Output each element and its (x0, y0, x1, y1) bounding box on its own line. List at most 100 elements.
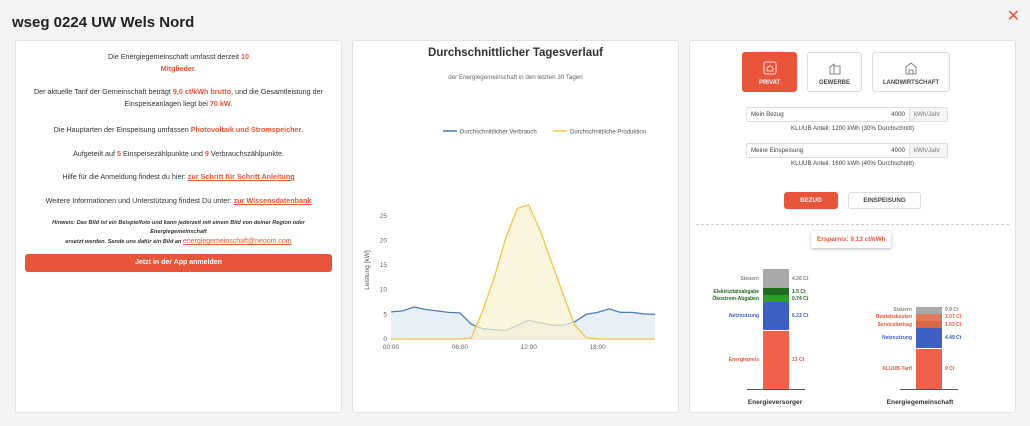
savings-badge: Ersparnis: 9.13 ct/kWh (811, 231, 891, 248)
email-link[interactable]: energiegemeinschaft@neoom.com (182, 238, 292, 245)
tariff-label: Der aktuelle Tarif der Gemeinschaft betr… (33, 87, 171, 96)
price-block (763, 269, 789, 289)
line-chart: Durchschnittlicher Verbrauch Durchschnitt… (364, 130, 656, 351)
divider (696, 224, 1009, 225)
meter-label-2: Einspeisezählpunkte und (122, 149, 203, 158)
price-block-value: 13 Ct (792, 356, 805, 363)
hint-text: Hinweis: Das Bild ist ein Beispielfoto u… (26, 219, 331, 247)
price-block (916, 348, 942, 389)
house-icon (763, 61, 776, 75)
legend-label: Durchschnittliche Produktion (570, 130, 646, 136)
guide-link[interactable]: zur Schritt für Schritt Anleitung (187, 172, 295, 181)
hint-line-1: Hinweis: Das Bild ist ein Beispielfoto u… (52, 220, 305, 235)
tariff-label-2: , und die Gesamtleistung der (231, 87, 324, 96)
knowledge-label: Weitere Informationen und Unterstützung … (45, 196, 232, 205)
price-block-value: 0.9 Ct (945, 307, 959, 314)
members-word: Mitglieder. (160, 64, 197, 73)
feed-types-label: Die Hauptarten der Einspeisung umfassen (53, 125, 189, 134)
bezug-anteil: KLUUB Anteil: 1200 kWh (30% Durchschnitt… (790, 125, 915, 132)
savings-calculator-card: PRIVAT GEWERBE LANDWIRTSCHAFT Mein Bezug… (689, 40, 1016, 413)
app-login-button[interactable]: Jetzt in der App anmelden (25, 254, 332, 272)
meter-label-3: Verbrauchszählpunkte. (210, 149, 284, 158)
price-block-label: KLUUB-Tarif (882, 365, 912, 372)
price-block-label: Steuern (893, 307, 912, 314)
legend-label: Durchschnittlicher Verbrauch (460, 130, 537, 136)
tariff-text: Der aktuelle Tarif der Gemeinschaft betr… (33, 87, 324, 108)
segment-gewerbe[interactable]: GEWERBE (807, 52, 862, 92)
bezug-label: Mein Bezug (751, 111, 784, 118)
price-block-label: Servicebeitrag (877, 321, 912, 328)
price-block (763, 295, 789, 303)
segment-gewerbe-label: GEWERBE (818, 80, 850, 86)
energiegemeinschaft-label: Energiegemeinschaft (886, 399, 954, 406)
price-block-value: 1.5 Ct (792, 288, 806, 295)
x-tick-label: 06:00 (452, 344, 469, 351)
bezug-unit: kWh/Jahr (909, 108, 947, 121)
toggle-einspeisung[interactable]: EINSPEISUNG (848, 192, 921, 209)
price-block-label: Energiepreis (728, 356, 759, 363)
x-tick-label: 12:00 (521, 344, 538, 351)
chart-title: Durchschnittlicher Tagesverlauf (428, 47, 603, 59)
einspeisung-field[interactable]: Meine Einspeisung 4000 kWh/Jahr (746, 143, 948, 158)
bar-baseline (900, 389, 958, 390)
price-block-value: 1.07 Ct (945, 314, 962, 321)
members-text: Die Energiegemeinschaft umfasst derzeit … (26, 51, 331, 75)
x-tick-label: 18:00 (589, 344, 606, 351)
y-tick-label: 20 (380, 237, 388, 244)
help-text: Hilfe für die Anmeldung findest du hier:… (26, 171, 331, 183)
knowledge-base-link[interactable]: zur Wissensdatenbank (233, 196, 312, 205)
price-block (916, 313, 942, 321)
help-label: Hilfe für die Anmeldung findest du hier: (62, 172, 186, 181)
price-block (763, 288, 789, 296)
y-tick-label: 5 (383, 311, 387, 318)
price-block-label: Ökostrom-Abgaben (712, 295, 759, 302)
close-icon[interactable]: ✕ (1006, 8, 1020, 25)
info-text: Weitere Informationen und Unterstützung … (26, 195, 331, 207)
price-block-label: Netznutzung (729, 313, 759, 320)
einspeisung-unit: kWh/Jahr (909, 144, 947, 157)
segment-privat[interactable]: PRIVAT (742, 52, 797, 92)
segment-landwirtschaft[interactable]: LANDWIRTSCHAFT (872, 52, 950, 92)
power-label: Einspeiseanlagen liegt bei (124, 99, 208, 108)
toggle-bezug[interactable]: BEZUG (784, 192, 838, 209)
consumption-meter-count: 9 (204, 149, 209, 158)
power-value: 70 kW (209, 99, 231, 108)
barn-icon (905, 62, 917, 75)
members-count: 10 (241, 52, 250, 61)
segment-landwirtschaft-label: LANDWIRTSCHAFT (882, 80, 940, 86)
price-block (916, 320, 942, 329)
price-block-value: 4.26 Ct (792, 275, 809, 282)
y-tick-label: 25 (380, 213, 388, 220)
feed-types-text: Die Hauptarten der Einspeisung umfassen … (53, 125, 304, 134)
price-block-value: 6.23 Ct (792, 313, 809, 320)
price-block-value: 4.49 Ct (945, 335, 962, 342)
info-card: Die Energiegemeinschaft umfasst derzeit … (15, 40, 342, 413)
price-block-value: 0.74 Ct (792, 295, 809, 302)
bezug-input[interactable]: 4000 (891, 111, 905, 118)
einspeisung-anteil: KLUUB Anteil: 1600 kWh (40% Durchschnitt… (790, 160, 915, 167)
einspeisung-label: Meine Einspeisung (751, 147, 804, 154)
y-tick-label: 0 (383, 336, 387, 343)
segment-privat-label: PRIVAT (758, 80, 781, 86)
feed-meter-count: 5 (116, 149, 121, 158)
series-line (391, 204, 655, 340)
price-block-label: Steuern (740, 275, 759, 282)
bezug-field[interactable]: Mein Bezug 4000 kWh/Jahr (746, 107, 948, 122)
building-icon (829, 63, 840, 75)
x-tick-label: 00:00 (383, 344, 400, 351)
tariff-value: 9,0 ct/kWh brutto (172, 87, 232, 96)
window-title: wseg 0224 UW Wels Nord (12, 14, 195, 31)
price-block-label: Elektrizitätsabgabe (713, 288, 759, 295)
energieversorger-label: Energieversorger (747, 399, 803, 406)
series-area (391, 204, 655, 339)
bar-baseline (747, 389, 805, 390)
chart-subtitle: der Energiegemeinschaft in den letzten 3… (448, 74, 583, 81)
price-block (916, 306, 942, 314)
meter-points-text: Aufgeteilt auf 5 Einspeisezählpunkte und… (26, 148, 331, 160)
y-tick-label: 10 (380, 287, 388, 294)
price-block-value: 9 Ct (945, 365, 955, 372)
price-block (763, 302, 789, 331)
price-block (916, 328, 942, 349)
y-tick-label: 15 (380, 262, 388, 269)
einspeisung-input[interactable]: 4000 (891, 147, 905, 154)
